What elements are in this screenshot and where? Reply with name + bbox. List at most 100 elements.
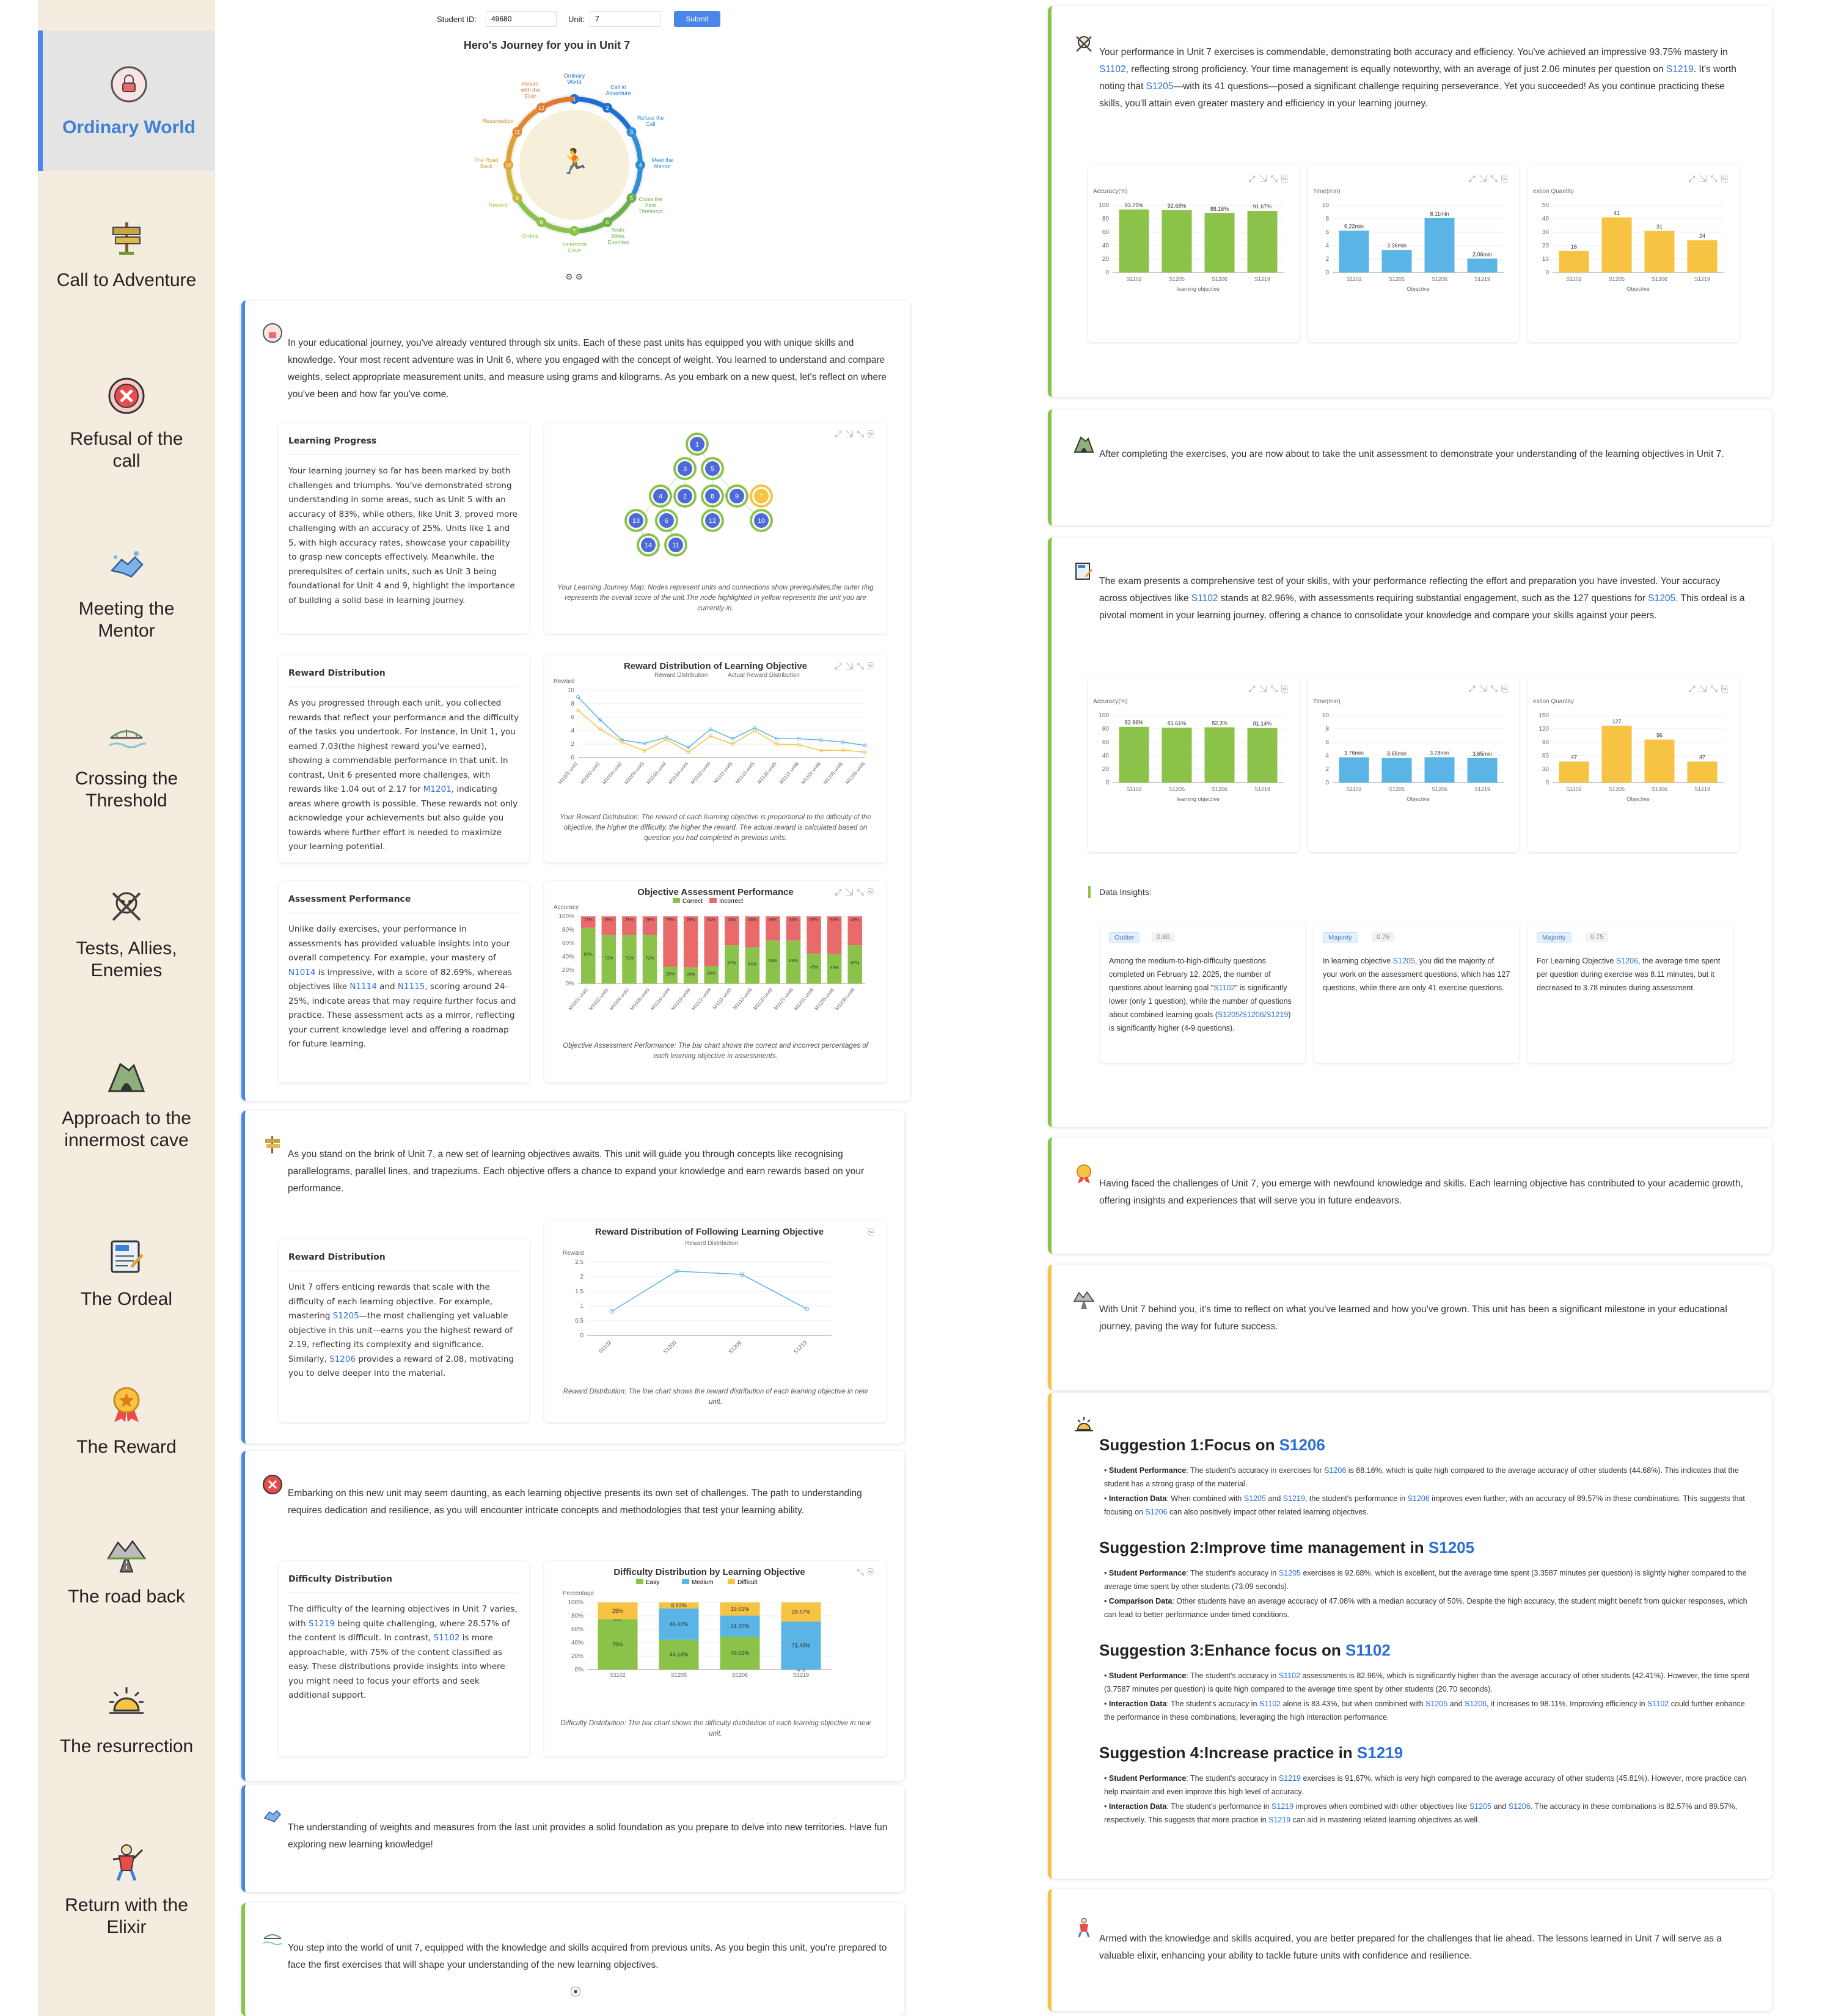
objective-link[interactable]: S1205 bbox=[1278, 1569, 1301, 1577]
objective-link[interactable]: S1219 bbox=[1268, 1816, 1291, 1824]
objective-link[interactable]: S1219 bbox=[1278, 1774, 1301, 1783]
chart-toolbar[interactable]: ⤡⎘ bbox=[857, 1567, 878, 1577]
bar-label: 31.37% bbox=[731, 1623, 750, 1629]
legend-swatch bbox=[636, 1579, 643, 1584]
x-tick: M1006-unit3 bbox=[629, 987, 651, 1011]
bar-incorrect bbox=[725, 916, 739, 946]
exercise-quantity-chart: 0 10 20 30 40 50 estion Quantity 16 S1102 41 S1205… bbox=[1533, 188, 1724, 292]
nav-resurrection[interactable]: The resurrection bbox=[38, 1649, 215, 1790]
ex-time-panel: ⤢⇲⤡⎘ 0 2 4 6 8 10 Time(min) 6.22min S1102 3.36min S… bbox=[1308, 165, 1519, 342]
bar-label: 56% bbox=[830, 918, 839, 922]
nav-road-back[interactable]: The road back bbox=[38, 1500, 215, 1640]
data-point bbox=[805, 1307, 810, 1312]
student-id-input[interactable] bbox=[486, 11, 557, 27]
nav-reward[interactable]: The Reward bbox=[38, 1350, 215, 1491]
objective-link[interactable]: S1219 bbox=[1666, 64, 1694, 75]
objective-link[interactable]: S1205 bbox=[332, 1311, 359, 1321]
objective-link[interactable]: S1205 bbox=[1469, 1802, 1491, 1811]
objective-link[interactable]: S1205 bbox=[1648, 593, 1676, 604]
nav-ordeal[interactable]: The Ordeal bbox=[38, 1202, 215, 1343]
x-tick: M1019-unit4 bbox=[670, 987, 692, 1011]
y-axis-label: Time(min) bbox=[1313, 188, 1341, 195]
y-axis-label: Accuracy(%) bbox=[1093, 188, 1128, 195]
objective-link[interactable]: S1102 bbox=[1647, 1700, 1669, 1708]
bar-label: 81.61% bbox=[1168, 720, 1187, 726]
y-tick: 10 bbox=[568, 687, 575, 694]
objective-link[interactable]: S1206 bbox=[1324, 1466, 1347, 1475]
y-tick: 30 bbox=[1542, 766, 1549, 773]
chart-toolbar[interactable]: ⤢⇲⤡⎘ bbox=[835, 887, 878, 897]
bar-label: 8.11min bbox=[1430, 211, 1449, 217]
nav-crossing-threshold[interactable]: Crossing the Threshold bbox=[38, 693, 215, 833]
nav-approach-cave[interactable]: Approach to the innermost cave bbox=[38, 1032, 215, 1173]
chart-toolbar[interactable]: ⤢⇲⤡⎘ bbox=[835, 661, 878, 671]
chart-toolbar[interactable]: ⤢⇲⤡⎘ bbox=[835, 429, 878, 439]
bar-label: 36% bbox=[769, 918, 777, 922]
map-node-label: 6 bbox=[665, 517, 668, 525]
chart-toolbar[interactable]: ⤢⇲⤡⎘ bbox=[1468, 684, 1512, 693]
objective-link[interactable]: S1219 bbox=[1271, 1802, 1294, 1811]
objective-link[interactable]: S1102 bbox=[1099, 64, 1126, 75]
y-axis-label: Time(min) bbox=[1313, 698, 1341, 705]
objective-link[interactable]: S1219 bbox=[308, 1618, 335, 1629]
hero-icon bbox=[1074, 1917, 1094, 1938]
stage-number: 9 bbox=[516, 195, 519, 202]
chart-toolbar[interactable]: ⤢⇲⤡⎘ bbox=[1688, 684, 1732, 693]
nav-call-to-adventure[interactable]: Call to Adventure bbox=[38, 183, 215, 324]
chart-toolbar[interactable]: ⤢⇲⤡⎘ bbox=[1688, 173, 1732, 183]
nav-label: The Reward bbox=[76, 1437, 177, 1457]
objective-link[interactable]: S1219 bbox=[1282, 1494, 1305, 1503]
objective-link[interactable]: N1014 bbox=[288, 967, 316, 977]
nav-return-elixir[interactable]: Return with the Elixir bbox=[38, 1819, 215, 1960]
objective-link[interactable]: S1102 bbox=[1278, 1671, 1301, 1680]
objective-link[interactable]: S1102 bbox=[433, 1633, 460, 1643]
nav-tests-allies[interactable]: Tests, Allies, Enemies bbox=[38, 863, 215, 1003]
objective-link[interactable]: M1201 bbox=[423, 784, 452, 794]
chart-toolbar[interactable]: ⎘ bbox=[867, 1227, 878, 1236]
x-tick: S1102 bbox=[1346, 276, 1361, 282]
objective-link[interactable]: N1114 bbox=[349, 982, 377, 992]
traffic-light-icon: ⦿ bbox=[570, 1986, 581, 1998]
chart-toolbar[interactable]: ⤢⇲⤡⎘ bbox=[1248, 684, 1292, 693]
nav-refusal[interactable]: Refusal of the call bbox=[38, 353, 215, 494]
submit-button[interactable]: Submit bbox=[674, 11, 720, 27]
objective-link[interactable]: S1205 bbox=[1146, 81, 1174, 92]
unit-input[interactable] bbox=[590, 11, 660, 27]
x-tick: S1206 bbox=[732, 1672, 748, 1678]
map-node-label: 7 bbox=[759, 493, 763, 500]
map-node-label: 11 bbox=[672, 542, 679, 549]
y-tick: 20% bbox=[571, 1653, 584, 1660]
sunrise-icon bbox=[1074, 1415, 1094, 1436]
bar-label: 55% bbox=[810, 918, 818, 922]
elixir-card: Armed with the knowledge and skills acqu… bbox=[1048, 1889, 1772, 2011]
legend-item: Easy bbox=[646, 1579, 659, 1586]
objective-link[interactable]: S1205 bbox=[1425, 1700, 1448, 1708]
bar-incorrect bbox=[766, 916, 780, 941]
objective-link[interactable]: S1206 bbox=[1465, 1700, 1487, 1708]
road-back-text: With Unit 7 behind you, it's time to ref… bbox=[1099, 1304, 1727, 1332]
x-tick: M1016-unit4 bbox=[649, 987, 671, 1011]
bar-label: 93.75% bbox=[1125, 202, 1144, 208]
objective-link[interactable]: S1206 bbox=[1508, 1802, 1531, 1811]
objective-link[interactable]: S1102 bbox=[1191, 593, 1218, 604]
objective-link[interactable]: S1205 bbox=[1243, 1494, 1266, 1503]
bar-label: 3.76min bbox=[1344, 750, 1364, 756]
objective-link[interactable]: S1102 bbox=[1259, 1700, 1281, 1708]
chart-toolbar[interactable]: ⤢⇲⤡⎘ bbox=[1468, 173, 1512, 183]
nav-ordinary-world[interactable]: Ordinary World bbox=[38, 31, 215, 171]
stage-number: 2 bbox=[606, 105, 609, 111]
objective-link[interactable]: S1206 bbox=[1407, 1494, 1430, 1503]
objective-link[interactable]: S1206 bbox=[329, 1354, 356, 1364]
y-tick: 2 bbox=[1325, 766, 1329, 773]
objective-link[interactable]: N1115 bbox=[397, 982, 425, 992]
suggestions-card: Suggestion 1:Focus on S1206 • Student Per… bbox=[1048, 1393, 1772, 1879]
y-tick: 2 bbox=[580, 1274, 584, 1280]
journey-toolbar-icons[interactable]: ⚙ ⚙ bbox=[565, 272, 583, 282]
bar-incorrect bbox=[642, 916, 657, 935]
objective-link[interactable]: S1206 bbox=[1145, 1508, 1168, 1516]
nav-meeting-mentor[interactable]: Meeting the Mentor bbox=[38, 523, 215, 663]
bar bbox=[1162, 210, 1192, 272]
bar-label: 3.36min bbox=[1387, 243, 1407, 249]
chart-toolbar[interactable]: ⤢⇲⤡⎘ bbox=[1248, 173, 1292, 183]
bar-label: 28% bbox=[625, 918, 634, 922]
